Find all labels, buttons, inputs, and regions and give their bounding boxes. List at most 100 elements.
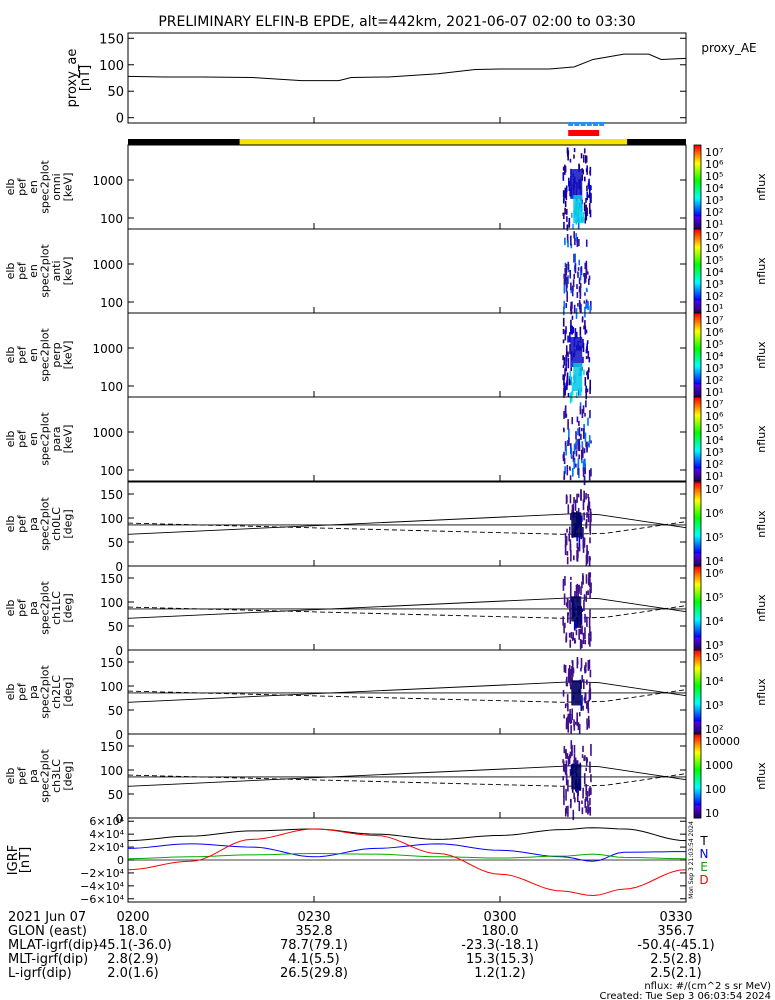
colorbar	[694, 494, 701, 497]
colorbar	[694, 286, 701, 289]
spectrogram-cell	[580, 613, 583, 625]
colorbar	[694, 201, 701, 203]
colorbar	[694, 559, 701, 561]
spectrogram-cell	[576, 790, 579, 803]
spectrogram-cell	[568, 428, 570, 440]
spectrogram-cell	[575, 621, 578, 629]
colorbar-tick-label: 10³	[705, 278, 723, 291]
spectrogram-ytick-label: 0	[115, 728, 123, 742]
spectrogram-cell	[570, 243, 573, 249]
colorbar	[694, 687, 701, 690]
spectrogram-cell	[567, 779, 569, 792]
spectrogram-cell	[564, 665, 567, 674]
colorbar-tick-label: 10²	[705, 723, 723, 736]
spectrogram-cell	[582, 211, 585, 223]
spectrogram-cell	[584, 639, 587, 645]
colorbar	[694, 546, 701, 549]
igrf-ytick-label: 0	[117, 854, 124, 867]
antiloss-cone-line	[127, 521, 687, 535]
colorbar	[694, 248, 701, 251]
spectrogram-cell	[573, 253, 575, 263]
spectrogram-ylabel: spec2plot	[39, 749, 52, 803]
spectrogram-ytick-label: 0	[115, 812, 123, 826]
spectrogram-cell	[578, 536, 581, 549]
colorbar	[694, 606, 701, 609]
spectrogram-cell	[575, 584, 578, 597]
spectrogram-cell	[570, 324, 572, 335]
spectrogram-ylabel: spec2plot	[39, 581, 52, 635]
colorbar	[694, 605, 701, 608]
colorbar	[694, 794, 701, 797]
spectrogram-cell	[567, 392, 570, 398]
colorbar	[694, 450, 701, 453]
spectrogram-cell	[562, 212, 565, 220]
colorbar	[694, 619, 701, 622]
colorbar	[694, 280, 701, 283]
igrf-created-vertical: Mon Sep 3 21:03:54 2024	[688, 821, 695, 899]
colorbar	[694, 457, 701, 460]
spectrogram-ylabel: elb	[4, 263, 17, 280]
colorbar	[694, 578, 701, 581]
colorbar	[694, 603, 701, 606]
colorbar-tick-label: 10³	[705, 639, 723, 652]
spectrogram-cell	[564, 187, 567, 199]
colorbar-tick-label: 10³	[705, 446, 723, 459]
colorbar	[694, 328, 701, 331]
igrf-ytick-label: −4×10⁴	[80, 880, 124, 893]
spectrogram-cell	[563, 664, 566, 673]
spectrogram-ytick-label: 50	[108, 620, 123, 634]
colorbar	[694, 489, 701, 491]
spectrogram-ylabel: pef	[16, 345, 29, 364]
colorbar	[694, 203, 701, 206]
colorbar	[694, 524, 701, 526]
spectrogram-cell	[569, 158, 572, 163]
colorbar	[694, 210, 701, 213]
spectrogram-ylabel: [keV]	[62, 425, 75, 454]
spectrogram-cell	[572, 503, 575, 510]
spectrogram-cell	[585, 302, 587, 309]
colorbar-tick-label: 10⁷	[705, 398, 723, 411]
spectrogram-cell	[578, 712, 581, 717]
colorbar	[694, 227, 701, 230]
colorbar	[694, 307, 701, 310]
spectrogram-cell	[586, 371, 588, 376]
spectrogram-cell	[582, 467, 585, 477]
xaxis-row-value: 0300	[483, 910, 516, 925]
spectrogram-cell	[576, 760, 579, 768]
colorbar	[694, 668, 701, 671]
colorbar	[694, 464, 701, 467]
colorbar	[694, 808, 701, 811]
spectrogram-cell	[571, 301, 573, 309]
spectrogram-cell	[569, 591, 572, 603]
spectrogram-cell	[562, 339, 565, 344]
colorbar-tick-label: 1000	[705, 759, 733, 772]
spectrogram-cell	[584, 217, 587, 224]
colorbar	[694, 692, 701, 694]
colorbar-tick-label: 10⁵	[705, 338, 723, 351]
igrf-legend-T: T	[699, 834, 708, 848]
spectrogram-cell	[584, 692, 587, 700]
colorbar	[694, 322, 701, 325]
colorbar	[694, 706, 701, 708]
colorbar	[694, 654, 701, 657]
colorbar	[694, 311, 701, 314]
plot-layer: 150100500proxy_AEproxy_ae[nT]1000100elbp…	[4, 32, 771, 1000]
colorbar	[694, 573, 701, 575]
spectrogram-cell	[567, 672, 570, 683]
spectrogram-cell	[585, 155, 588, 163]
colorbar	[694, 664, 701, 666]
spectrogram-cell	[586, 191, 589, 201]
spectrogram-cell	[589, 537, 591, 544]
colorbar	[694, 585, 701, 588]
spectrogram-cell	[576, 656, 579, 665]
colorbar	[694, 500, 701, 503]
colorbar	[694, 736, 701, 739]
colorbar	[694, 313, 701, 315]
spectrogram-cell	[575, 233, 577, 241]
colorbar	[694, 392, 701, 395]
spectrogram-cell	[564, 538, 567, 548]
spectrogram-cell	[570, 306, 572, 312]
colorbar	[694, 790, 701, 792]
spectrogram-cell	[573, 637, 576, 644]
burst-bar-blue	[586, 122, 592, 126]
